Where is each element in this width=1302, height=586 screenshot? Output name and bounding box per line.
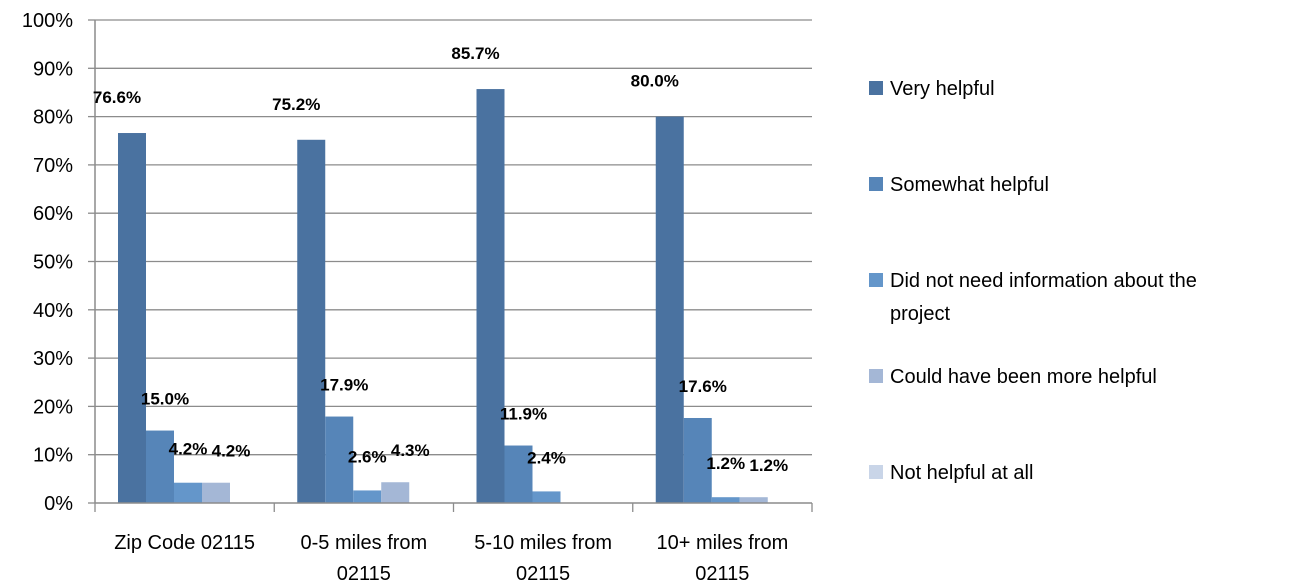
- bar: [118, 133, 146, 503]
- legend-label: Could have been more helpful: [890, 366, 1157, 388]
- bar: [655, 116, 684, 503]
- data-label: 75.2%: [272, 95, 320, 114]
- legend-label: Not helpful at all: [890, 462, 1033, 484]
- legend-swatch: [869, 273, 883, 287]
- x-category-label: 5-10 miles from 02115: [474, 532, 612, 585]
- axes: [94, 20, 813, 512]
- y-tick-label: 40%: [33, 300, 73, 322]
- legend: Very helpful Somewhat helpful Did not need…: [869, 78, 1197, 484]
- y-tick-label: 90%: [33, 58, 73, 80]
- x-category-label: 0-5 miles from 02115: [301, 532, 428, 585]
- y-tick-label: 80%: [33, 107, 73, 129]
- bar: [739, 497, 768, 503]
- legend-swatch: [869, 81, 883, 95]
- legend-swatch: [869, 369, 883, 383]
- data-label: 17.9%: [320, 376, 368, 395]
- y-tick-label: 50%: [33, 252, 73, 274]
- y-tick-label: 0%: [44, 493, 73, 515]
- bar: [504, 445, 533, 503]
- bar: [381, 482, 410, 503]
- x-category-label: Zip Code 02115: [114, 532, 255, 554]
- bars: [118, 89, 768, 503]
- data-label: 4.2%: [212, 442, 251, 461]
- y-tick-label: 10%: [33, 445, 73, 467]
- legend-swatch: [869, 465, 883, 479]
- legend-label: Very helpful: [890, 78, 995, 100]
- y-axis-tick-labels: 0% 10% 20% 30% 40% 50% 60% 70% 80% 90% 100%: [22, 10, 73, 515]
- data-labels: 76.6% 75.2% 85.7% 80.0% 15.0% 17.9% 11.9% 17.6%…: [93, 44, 788, 475]
- x-category-label: 10+ miles from 02115: [657, 532, 789, 585]
- bar: [683, 417, 712, 503]
- bar: [711, 497, 740, 503]
- data-label: 2.6%: [348, 447, 387, 466]
- data-label: 1.2%: [749, 456, 788, 475]
- bar: [476, 89, 505, 503]
- data-label: 4.2%: [169, 440, 208, 459]
- data-label: 17.6%: [679, 377, 727, 396]
- data-label: 80.0%: [631, 72, 679, 91]
- bar: [353, 490, 382, 503]
- gridlines: [88, 19, 812, 504]
- bar: [202, 482, 230, 503]
- data-label: 76.6%: [93, 88, 141, 107]
- legend-swatch: [869, 177, 883, 191]
- data-label: 11.9%: [500, 405, 547, 424]
- data-label: 15.0%: [141, 390, 189, 409]
- legend-label: Did not need information about the projec…: [890, 270, 1197, 325]
- data-label: 4.3%: [391, 441, 430, 460]
- y-tick-label: 100%: [22, 10, 73, 32]
- y-tick-label: 20%: [33, 396, 73, 418]
- bar: [325, 416, 354, 503]
- legend-label: Somewhat helpful: [890, 174, 1049, 196]
- bar: [532, 491, 561, 503]
- data-label: 2.4%: [527, 448, 566, 467]
- y-tick-label: 60%: [33, 203, 73, 225]
- data-label: 1.2%: [706, 454, 745, 473]
- x-axis-category-labels: Zip Code 02115 0-5 miles from 02115 5-10 mi…: [114, 532, 788, 585]
- y-tick-label: 70%: [33, 155, 73, 177]
- bar: [146, 430, 174, 503]
- bar: [174, 482, 202, 503]
- data-label: 85.7%: [451, 44, 499, 63]
- bar: [297, 139, 326, 503]
- y-tick-label: 30%: [33, 348, 73, 370]
